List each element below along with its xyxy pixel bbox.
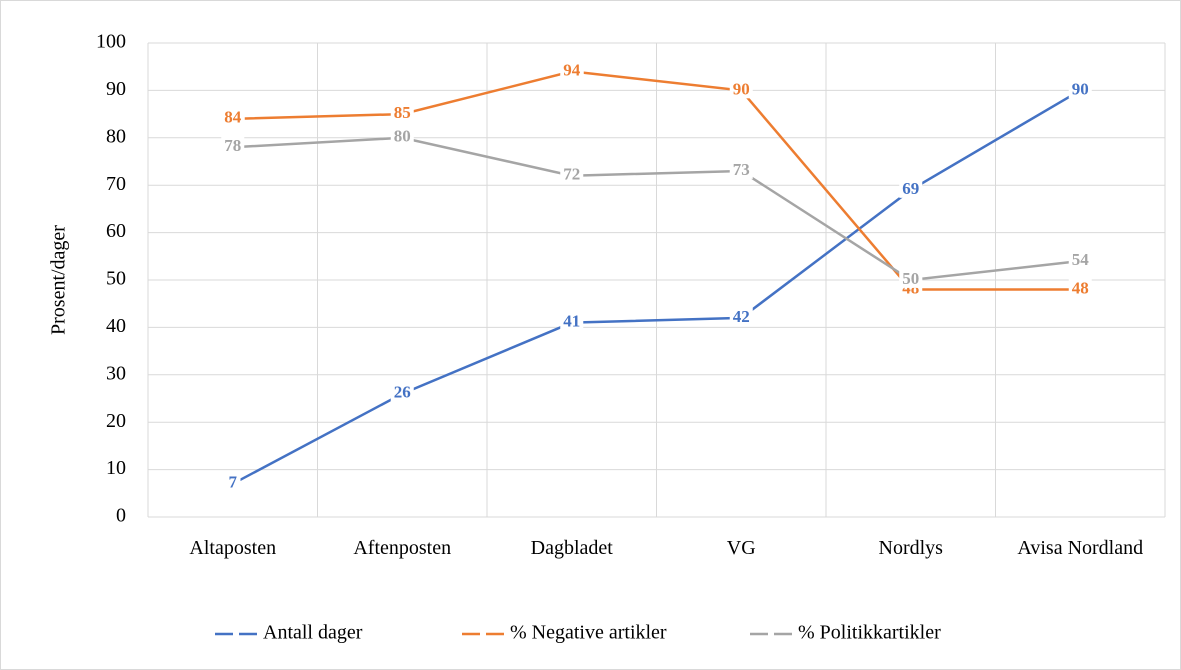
data-label: 26: [394, 383, 411, 402]
data-label: 80: [394, 127, 411, 146]
data-label-bg: [899, 268, 923, 288]
data-label: 41: [563, 312, 580, 331]
data-label-bg: [560, 311, 584, 331]
data-label-bg: [560, 60, 584, 80]
x-tick-label: Nordlys: [878, 537, 943, 559]
y-tick-label: 70: [106, 173, 126, 195]
data-label: 72: [563, 165, 580, 184]
data-label-bg: [221, 107, 245, 127]
data-label: 48: [1072, 278, 1089, 297]
data-label-bg: [1068, 249, 1093, 269]
data-label: 94: [563, 60, 581, 79]
y-tick-label: 20: [106, 410, 126, 432]
legend-label: % Negative artikler: [510, 622, 667, 644]
data-label-bg: [899, 178, 923, 198]
data-label: 85: [394, 103, 411, 122]
data-label-bg: [560, 164, 584, 184]
data-label-bg: [729, 159, 753, 179]
x-tick-label: VG: [726, 537, 756, 559]
x-tick-label: Dagbladet: [530, 537, 613, 559]
y-tick-label: 40: [106, 315, 126, 337]
data-label: 42: [733, 307, 750, 326]
y-tick-label: 0: [116, 505, 126, 527]
y-axis-label: Prosent/dager: [48, 225, 70, 335]
y-tick-label: 90: [106, 78, 126, 100]
data-label: 78: [224, 136, 241, 155]
legend-label: % Politikkartikler: [798, 622, 941, 644]
data-label: 69: [902, 179, 919, 198]
series-line: [232, 70, 1081, 291]
data-label-bg: [729, 79, 753, 99]
data-label-bg: [1068, 79, 1092, 99]
data-label: 90: [1072, 79, 1089, 98]
data-label: 84: [224, 108, 242, 127]
data-label-bg: [221, 136, 245, 156]
x-tick-label: Aftenposten: [353, 537, 452, 559]
data-label: 73: [733, 160, 750, 179]
data-label-bg: [1068, 278, 1092, 298]
data-label-bg: [729, 306, 753, 326]
series-line: [232, 136, 1081, 282]
legend-label: Antall dager: [263, 622, 363, 644]
y-tick-label: 100: [96, 31, 126, 53]
data-label: 54: [1072, 250, 1090, 269]
y-tick-label: 80: [106, 125, 126, 147]
data-label: 50: [902, 269, 919, 288]
x-tick-label: Altaposten: [189, 537, 277, 559]
data-label-bg: [225, 472, 241, 492]
y-tick-label: 30: [106, 362, 126, 384]
data-label-bg: [390, 126, 414, 146]
y-tick-label: 50: [106, 268, 126, 290]
data-label: 7: [229, 473, 238, 492]
data-label-bg: [390, 382, 414, 402]
x-tick-label: Avisa Nordland: [1017, 537, 1144, 559]
series-line: [232, 89, 1081, 485]
y-tick-label: 60: [106, 220, 126, 242]
data-label-bg: [390, 103, 414, 123]
grid: [147, 42, 1166, 518]
data-label: 90: [733, 79, 750, 98]
y-tick-label: 10: [106, 457, 126, 479]
